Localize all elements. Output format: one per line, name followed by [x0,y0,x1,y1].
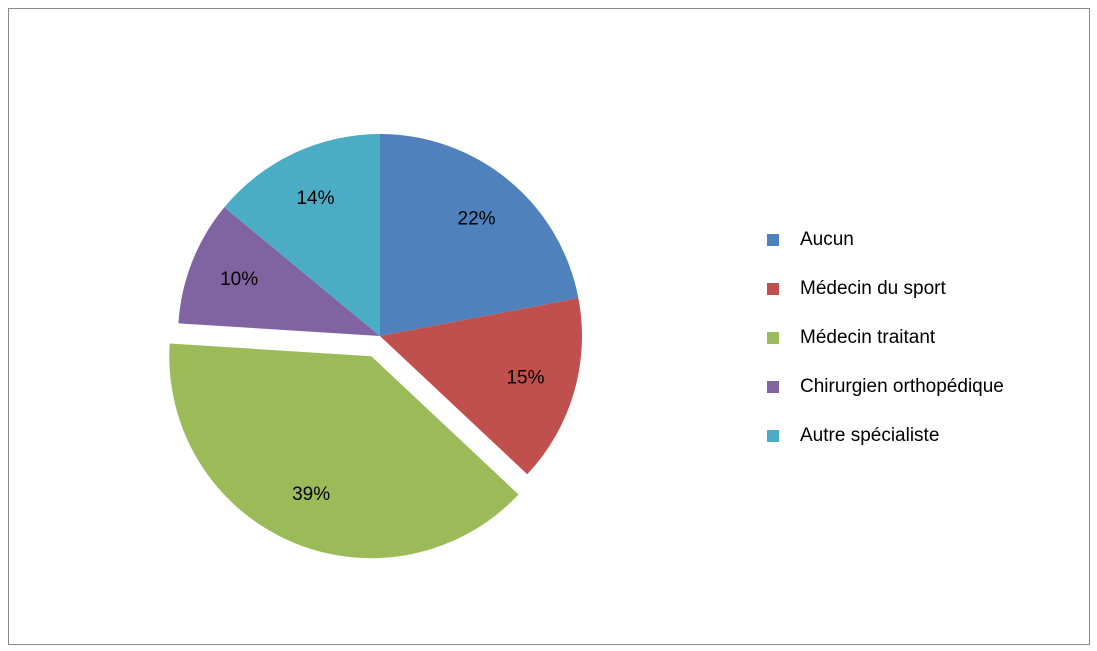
legend-label: Chirurgien orthopédique [800,376,1004,397]
data-label: 14% [296,188,334,209]
legend-label: Médecin traitant [800,327,936,348]
pie-slice [178,207,380,336]
legend-swatch [767,283,779,295]
pie-slice [380,298,582,475]
pie-slice [169,343,519,559]
legend-label: Autre spécialiste [800,425,939,446]
legend-swatch [767,430,779,442]
legend-swatch [767,234,779,246]
pie-slice [380,134,579,336]
data-label: 10% [220,269,258,290]
legend-label: Médecin du sport [800,278,946,299]
pie-slice [224,134,380,336]
legend-swatch [767,381,779,393]
data-label: 15% [506,367,544,388]
legend-swatch [767,332,779,344]
data-label: 22% [458,208,496,229]
data-label: 39% [292,484,330,505]
legend-label: Aucun [800,229,854,250]
